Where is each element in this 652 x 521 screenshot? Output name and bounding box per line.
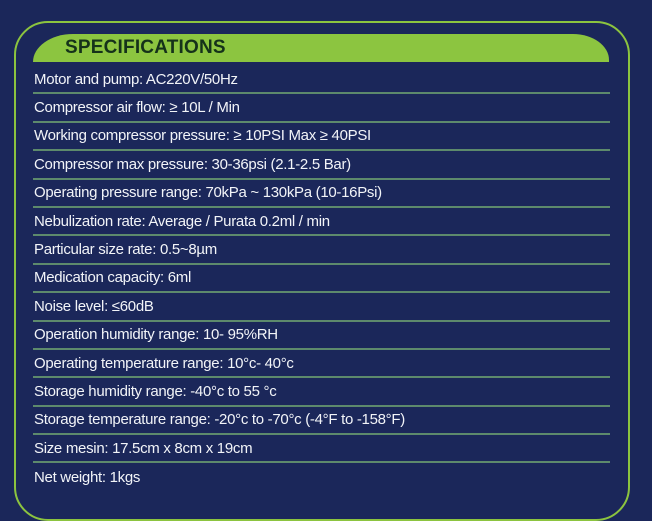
spec-row: Compressor max pressure: 30-36psi (2.1-2… <box>33 151 610 180</box>
spec-title: SPECIFICATIONS <box>65 37 226 58</box>
spec-header: SPECIFICATIONS <box>33 34 609 62</box>
spec-text: Particular size rate: 0.5~8µm <box>34 241 217 259</box>
spec-row: Working compressor pressure: ≥ 10PSI Max… <box>33 123 610 152</box>
spec-text: Operating temperature range: 10°c- 40°c <box>34 354 294 372</box>
spec-row: Size mesin: 17.5cm x 8cm x 19cm <box>33 435 610 464</box>
spec-text: Motor and pump: AC220V/50Hz <box>34 70 238 88</box>
spec-row: Nebulization rate: Average / Purata 0.2m… <box>33 208 610 237</box>
spec-row: Storage humidity range: -40°c to 55 °c <box>33 378 610 407</box>
spec-row: Operating pressure range: 70kPa ~ 130kPa… <box>33 180 610 208</box>
spec-text: Storage humidity range: -40°c to 55 °c <box>34 382 277 400</box>
spec-row: Medication capacity: 6ml <box>33 265 610 294</box>
spec-text: Storage temperature range: -20°c to -70°… <box>34 411 405 429</box>
spec-row: Net weight: 1kgs <box>33 463 610 491</box>
spec-row: Operation humidity range: 10- 95%RH <box>33 322 610 350</box>
spec-row: Particular size rate: 0.5~8µm <box>33 236 610 265</box>
spec-text: Net weight: 1kgs <box>34 469 141 487</box>
spec-row: Storage temperature range: -20°c to -70°… <box>33 407 610 436</box>
spec-text: Medication capacity: 6ml <box>34 269 192 287</box>
spec-list: Motor and pump: AC220V/50Hz Compressor ai… <box>33 66 610 492</box>
spec-text: Noise level: ≤60dB <box>34 297 154 315</box>
spec-row: Noise level: ≤60dB <box>33 293 610 322</box>
spec-text: Size mesin: 17.5cm x 8cm x 19cm <box>34 439 253 457</box>
spec-text: Operation humidity range: 10- 95%RH <box>34 326 278 344</box>
spec-row: Operating temperature range: 10°c- 40°c <box>33 350 610 379</box>
spec-text: Compressor air flow: ≥ 10L / Min <box>34 99 240 117</box>
spec-text: Operating pressure range: 70kPa ~ 130kPa… <box>34 184 382 202</box>
spec-text: Nebulization rate: Average / Purata 0.2m… <box>34 212 330 230</box>
spec-text: Compressor max pressure: 30-36psi (2.1-2… <box>34 155 351 173</box>
spec-text: Working compressor pressure: ≥ 10PSI Max… <box>34 127 371 145</box>
spec-row: Compressor air flow: ≥ 10L / Min <box>33 94 610 123</box>
spec-row: Motor and pump: AC220V/50Hz <box>33 66 610 95</box>
